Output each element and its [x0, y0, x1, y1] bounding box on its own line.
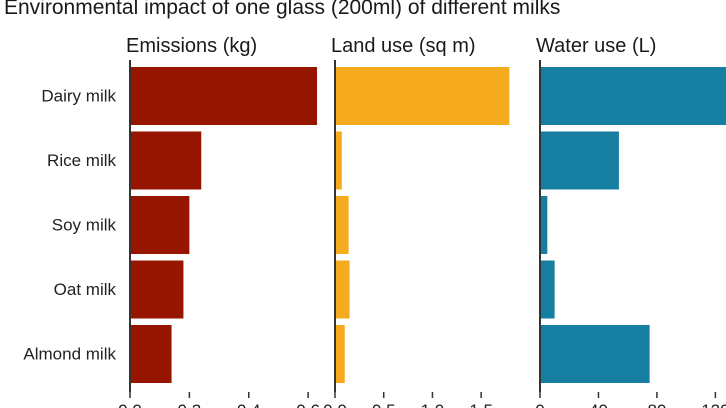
bar [335, 67, 510, 125]
bar [540, 67, 726, 125]
bar [130, 325, 172, 383]
bar [540, 325, 650, 383]
panel-title: Water use (L) [536, 35, 656, 57]
bar [130, 131, 202, 190]
x-tick-label: 0.2 [178, 401, 202, 408]
bar [130, 67, 318, 125]
x-tick-label: 1.0 [421, 401, 445, 408]
x-tick-label: 40 [589, 401, 608, 408]
bar [335, 260, 350, 319]
x-tick-label: 80 [647, 401, 666, 408]
x-tick-label: 0.5 [372, 401, 396, 408]
bar [540, 196, 548, 254]
x-tick-label: 0.0 [118, 401, 142, 408]
x-tick-label: 0.0 [323, 401, 347, 408]
panel-title: Emissions (kg) [126, 35, 257, 57]
bar [540, 260, 555, 319]
x-tick-label: 0 [535, 401, 544, 408]
category-labels: Dairy milk Rice milk Soy milk Oat milk Almon… [23, 87, 116, 364]
bar [335, 131, 342, 190]
panel: Water use (L) 0 40 80 120 [535, 35, 726, 408]
category-label: Almond milk [23, 345, 116, 364]
panel: Land use (sq m) 0.0 0.5 1.0 1.5 [323, 35, 510, 408]
category-label: Oat milk [54, 280, 117, 299]
panel-title: Land use (sq m) [331, 35, 476, 57]
bar [540, 131, 619, 190]
panels: Emissions (kg)0.00.20.40.6Land use (sq m… [118, 35, 726, 408]
x-tick-label: 120 [701, 401, 726, 408]
bar [335, 196, 349, 254]
panel: Emissions (kg) 0.0 0.2 0.4 0.6 [118, 35, 320, 408]
bar [335, 325, 345, 383]
x-tick-label: 0.6 [296, 401, 320, 408]
category-label: Rice milk [47, 151, 116, 170]
x-tick-label: 1.5 [469, 401, 493, 408]
bar [130, 260, 184, 319]
x-tick-label: 0.4 [237, 401, 261, 408]
category-label: Dairy milk [41, 87, 116, 106]
chart-title: Environmental impact of one glass (200ml… [4, 0, 560, 19]
bar [130, 196, 190, 254]
category-label: Soy milk [52, 216, 117, 235]
